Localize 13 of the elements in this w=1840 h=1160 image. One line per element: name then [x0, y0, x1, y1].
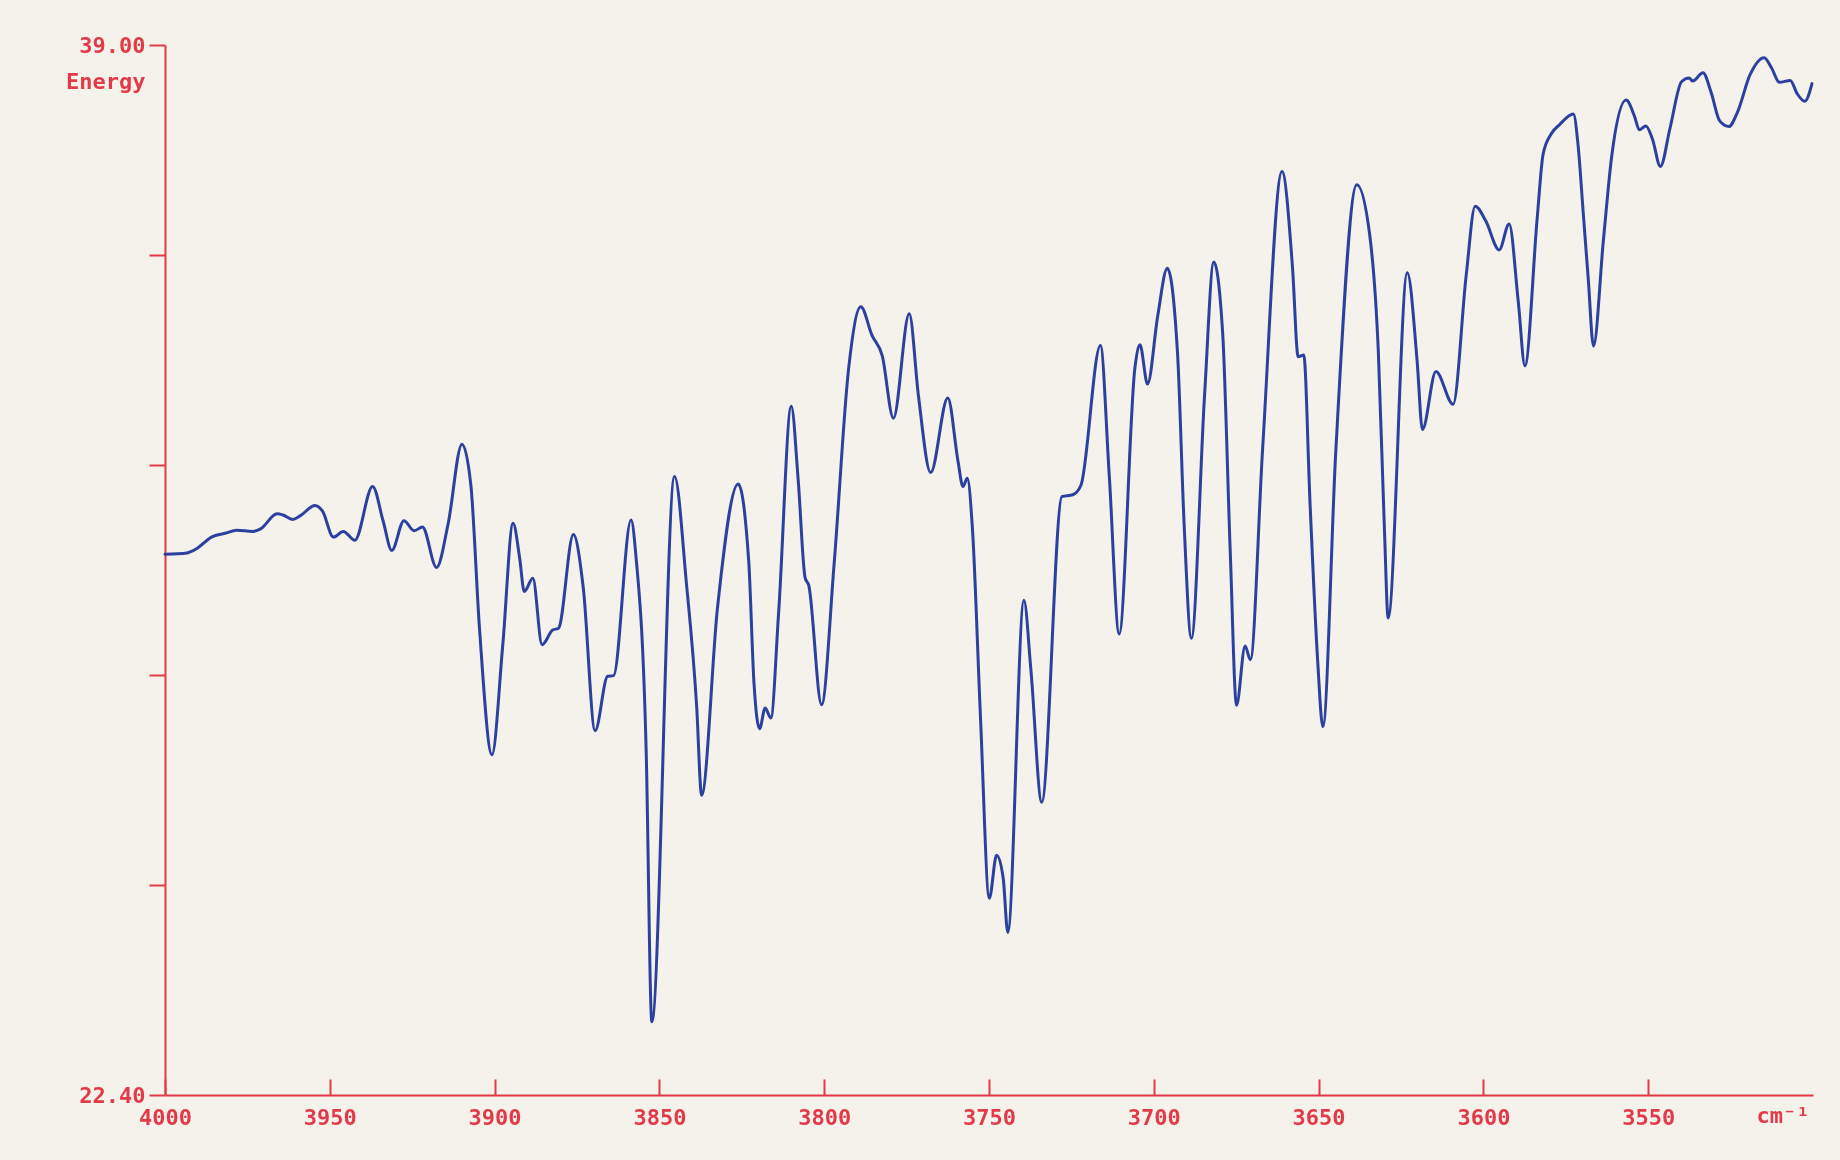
x-tick-label: 3950: [303, 1104, 357, 1130]
x-tick-label: 3600: [1457, 1104, 1511, 1130]
x-axis-title: cm⁻¹: [1756, 1102, 1810, 1128]
x-tick-label: 3650: [1292, 1104, 1346, 1130]
x-tick-label: 3850: [633, 1104, 687, 1130]
y-axis-title: Energy: [66, 68, 146, 94]
x-tick-label: 3800: [798, 1104, 852, 1130]
line-series: [163, 56, 1814, 1024]
y-tick-label: 39.00: [79, 32, 146, 58]
x-tick-label: 3900: [468, 1104, 522, 1130]
x-tick-label: 3750: [963, 1104, 1016, 1130]
x-tick-label: 3700: [1127, 1104, 1181, 1130]
x-tick-label: 3550: [1622, 1104, 1676, 1130]
